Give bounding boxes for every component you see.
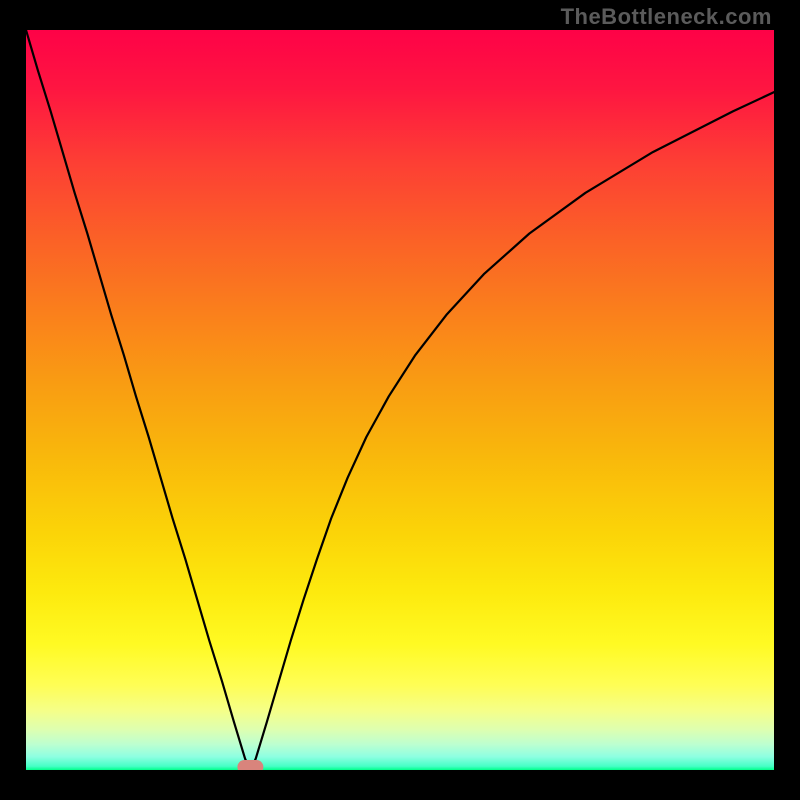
attribution-text: TheBottleneck.com <box>561 4 772 30</box>
bottleneck-curve <box>26 30 774 770</box>
curve-layer <box>26 30 774 770</box>
chart-plot-area <box>26 30 774 770</box>
optimal-point-marker <box>237 760 263 770</box>
chart-outer-frame: TheBottleneck.com <box>0 0 800 800</box>
